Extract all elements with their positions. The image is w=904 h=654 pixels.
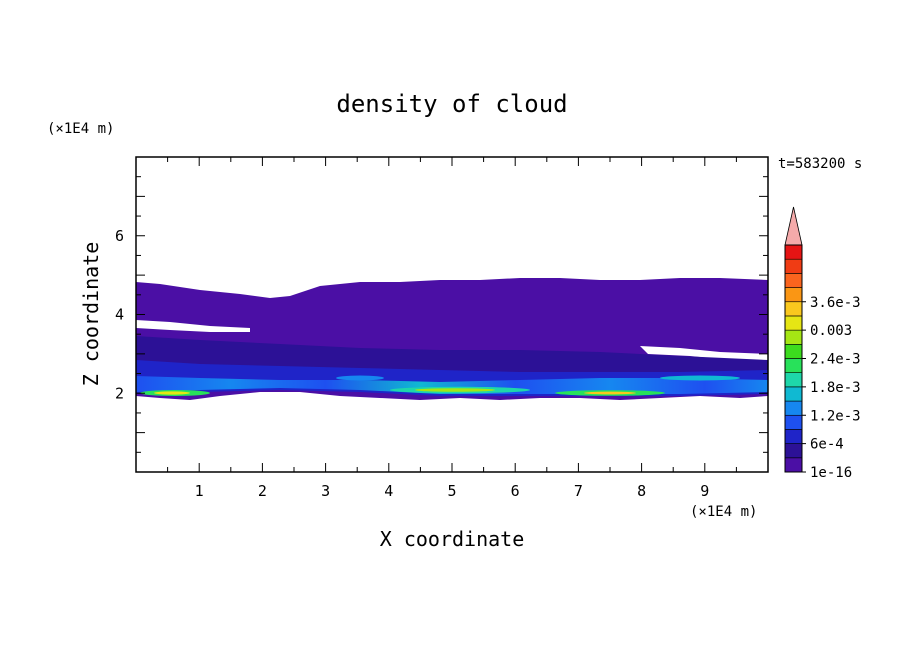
- colorbar-swatch: [784, 329, 803, 345]
- colorbar-label: 1.2e-3: [810, 408, 861, 424]
- cloud-gap: [136, 320, 250, 332]
- colorbar-extend-max: [784, 206, 803, 246]
- high-density-streak: [415, 388, 495, 392]
- density-field: [136, 278, 768, 400]
- colorbar-swatch: [784, 372, 803, 388]
- colorbar-swatch: [784, 457, 803, 473]
- x-axis-label: X coordinate: [380, 527, 525, 551]
- colorbar-label: 2.4e-3: [810, 352, 861, 368]
- cloud-region-bright: [136, 376, 768, 394]
- colorbar-swatch: [784, 386, 803, 402]
- colorbar-label: 6e-4: [810, 437, 844, 453]
- colorbar-label: 1e-16: [810, 465, 852, 481]
- time-label: t=583200 s: [778, 156, 862, 172]
- cloud-region-dark: [136, 336, 768, 380]
- axis-ticks: 1 2 3 4 5 6 7 8 9 2 4 6: [115, 157, 768, 500]
- cloud-gap: [640, 346, 768, 362]
- high-density-streak: [660, 375, 740, 381]
- x-tick-label: 5: [447, 482, 456, 500]
- colorbar-swatch: [784, 287, 803, 303]
- colorbar-swatch: [784, 443, 803, 459]
- x-tick-label: 6: [511, 482, 520, 500]
- x-tick-label: 7: [574, 482, 583, 500]
- high-density-streak: [584, 391, 636, 395]
- colorbar-swatch: [784, 358, 803, 373]
- colorbar: 1e-16 6e-4 1.2e-3 1.8e-3 2.4e-3 0.003 3.6e-3: [784, 206, 861, 481]
- x-tick-label: 2: [258, 482, 267, 500]
- colorbar-label: 1.8e-3: [810, 380, 861, 396]
- colorbar-swatch: [784, 414, 803, 430]
- x-tick-label: 9: [700, 482, 709, 500]
- colorbar-swatch: [784, 315, 803, 331]
- y-axis-label: Z coordinate: [79, 242, 103, 387]
- colorbar-label: 0.003: [810, 323, 852, 339]
- colorbar-swatch: [784, 400, 803, 416]
- colorbar-swatch: [784, 429, 803, 444]
- chart-title: density of cloud: [336, 90, 567, 118]
- y-unit-label: (×1E4 m): [47, 121, 114, 137]
- high-density-streak: [154, 391, 190, 395]
- colorbar-swatch: [784, 258, 803, 274]
- x-tick-label: 8: [637, 482, 646, 500]
- high-density-streak: [336, 375, 384, 381]
- x-tick-label: 3: [321, 482, 330, 500]
- y-tick-label: 6: [115, 227, 124, 245]
- y-tick-label: 2: [115, 384, 124, 402]
- x-tick-label: 1: [195, 482, 204, 500]
- colorbar-swatch: [784, 301, 803, 317]
- colorbar-swatch: [784, 244, 803, 260]
- y-tick-label: 4: [115, 306, 124, 324]
- x-tick-label: 4: [384, 482, 393, 500]
- colorbar-label: 3.6e-3: [810, 295, 861, 311]
- colorbar-swatch: [784, 344, 803, 359]
- x-unit-label: (×1E4 m): [690, 504, 757, 520]
- colorbar-swatch: [784, 273, 803, 288]
